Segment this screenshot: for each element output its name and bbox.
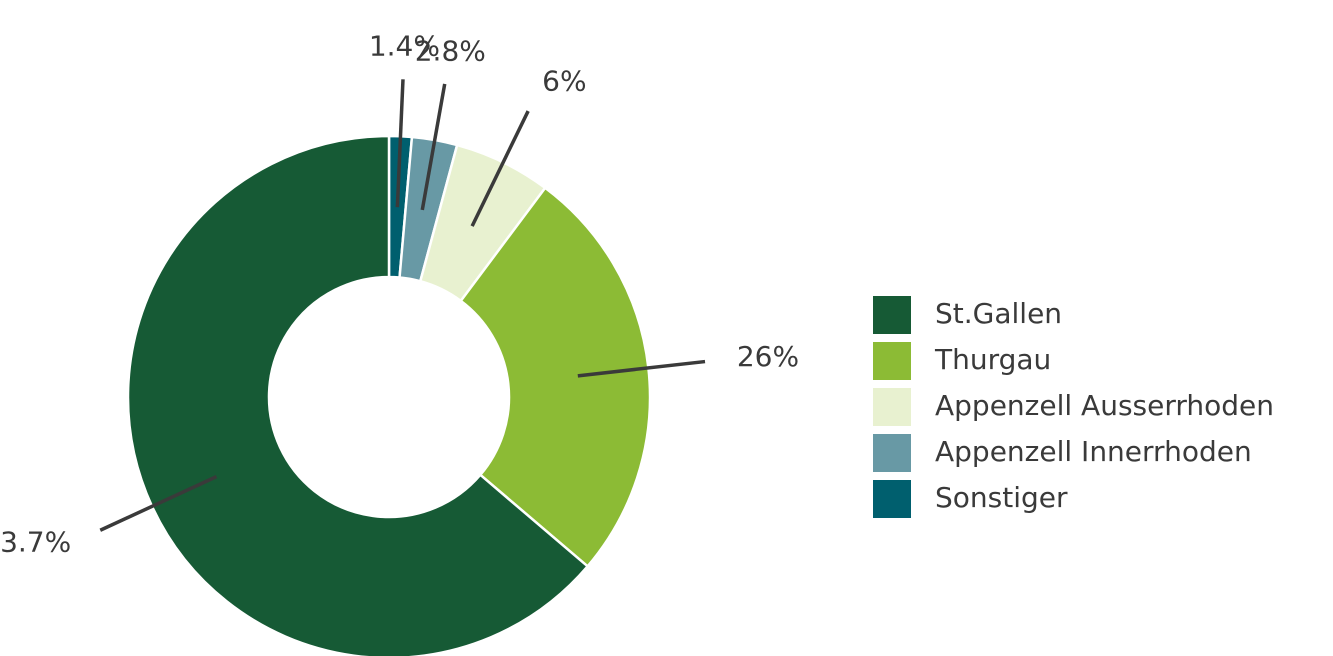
legend-label: Sonstiger xyxy=(935,481,1068,514)
leader-line xyxy=(395,79,405,208)
legend-label: Thurgau xyxy=(934,343,1051,376)
legend-label: Appenzell Innerrhoden xyxy=(935,435,1252,468)
donut-slice xyxy=(126,134,590,656)
legend-swatch xyxy=(873,388,911,426)
leader-line xyxy=(420,83,447,211)
data-label: 1.4% xyxy=(369,29,440,62)
legend-swatch xyxy=(873,296,911,334)
data-label: 26% xyxy=(737,340,799,373)
data-label: 2.8% xyxy=(415,34,486,67)
legend-swatch xyxy=(873,342,911,380)
leader-line xyxy=(99,475,218,532)
leader-line xyxy=(577,359,706,378)
legend-swatch xyxy=(873,480,911,518)
legend-label: St.Gallen xyxy=(935,297,1062,330)
leader-line xyxy=(470,110,530,227)
donut-slice xyxy=(459,186,652,569)
data-label: 6% xyxy=(542,64,586,97)
data-label: 63.7% xyxy=(0,526,71,559)
legend-swatch xyxy=(873,434,911,472)
legend-label: Appenzell Ausserrhoden xyxy=(935,389,1274,422)
